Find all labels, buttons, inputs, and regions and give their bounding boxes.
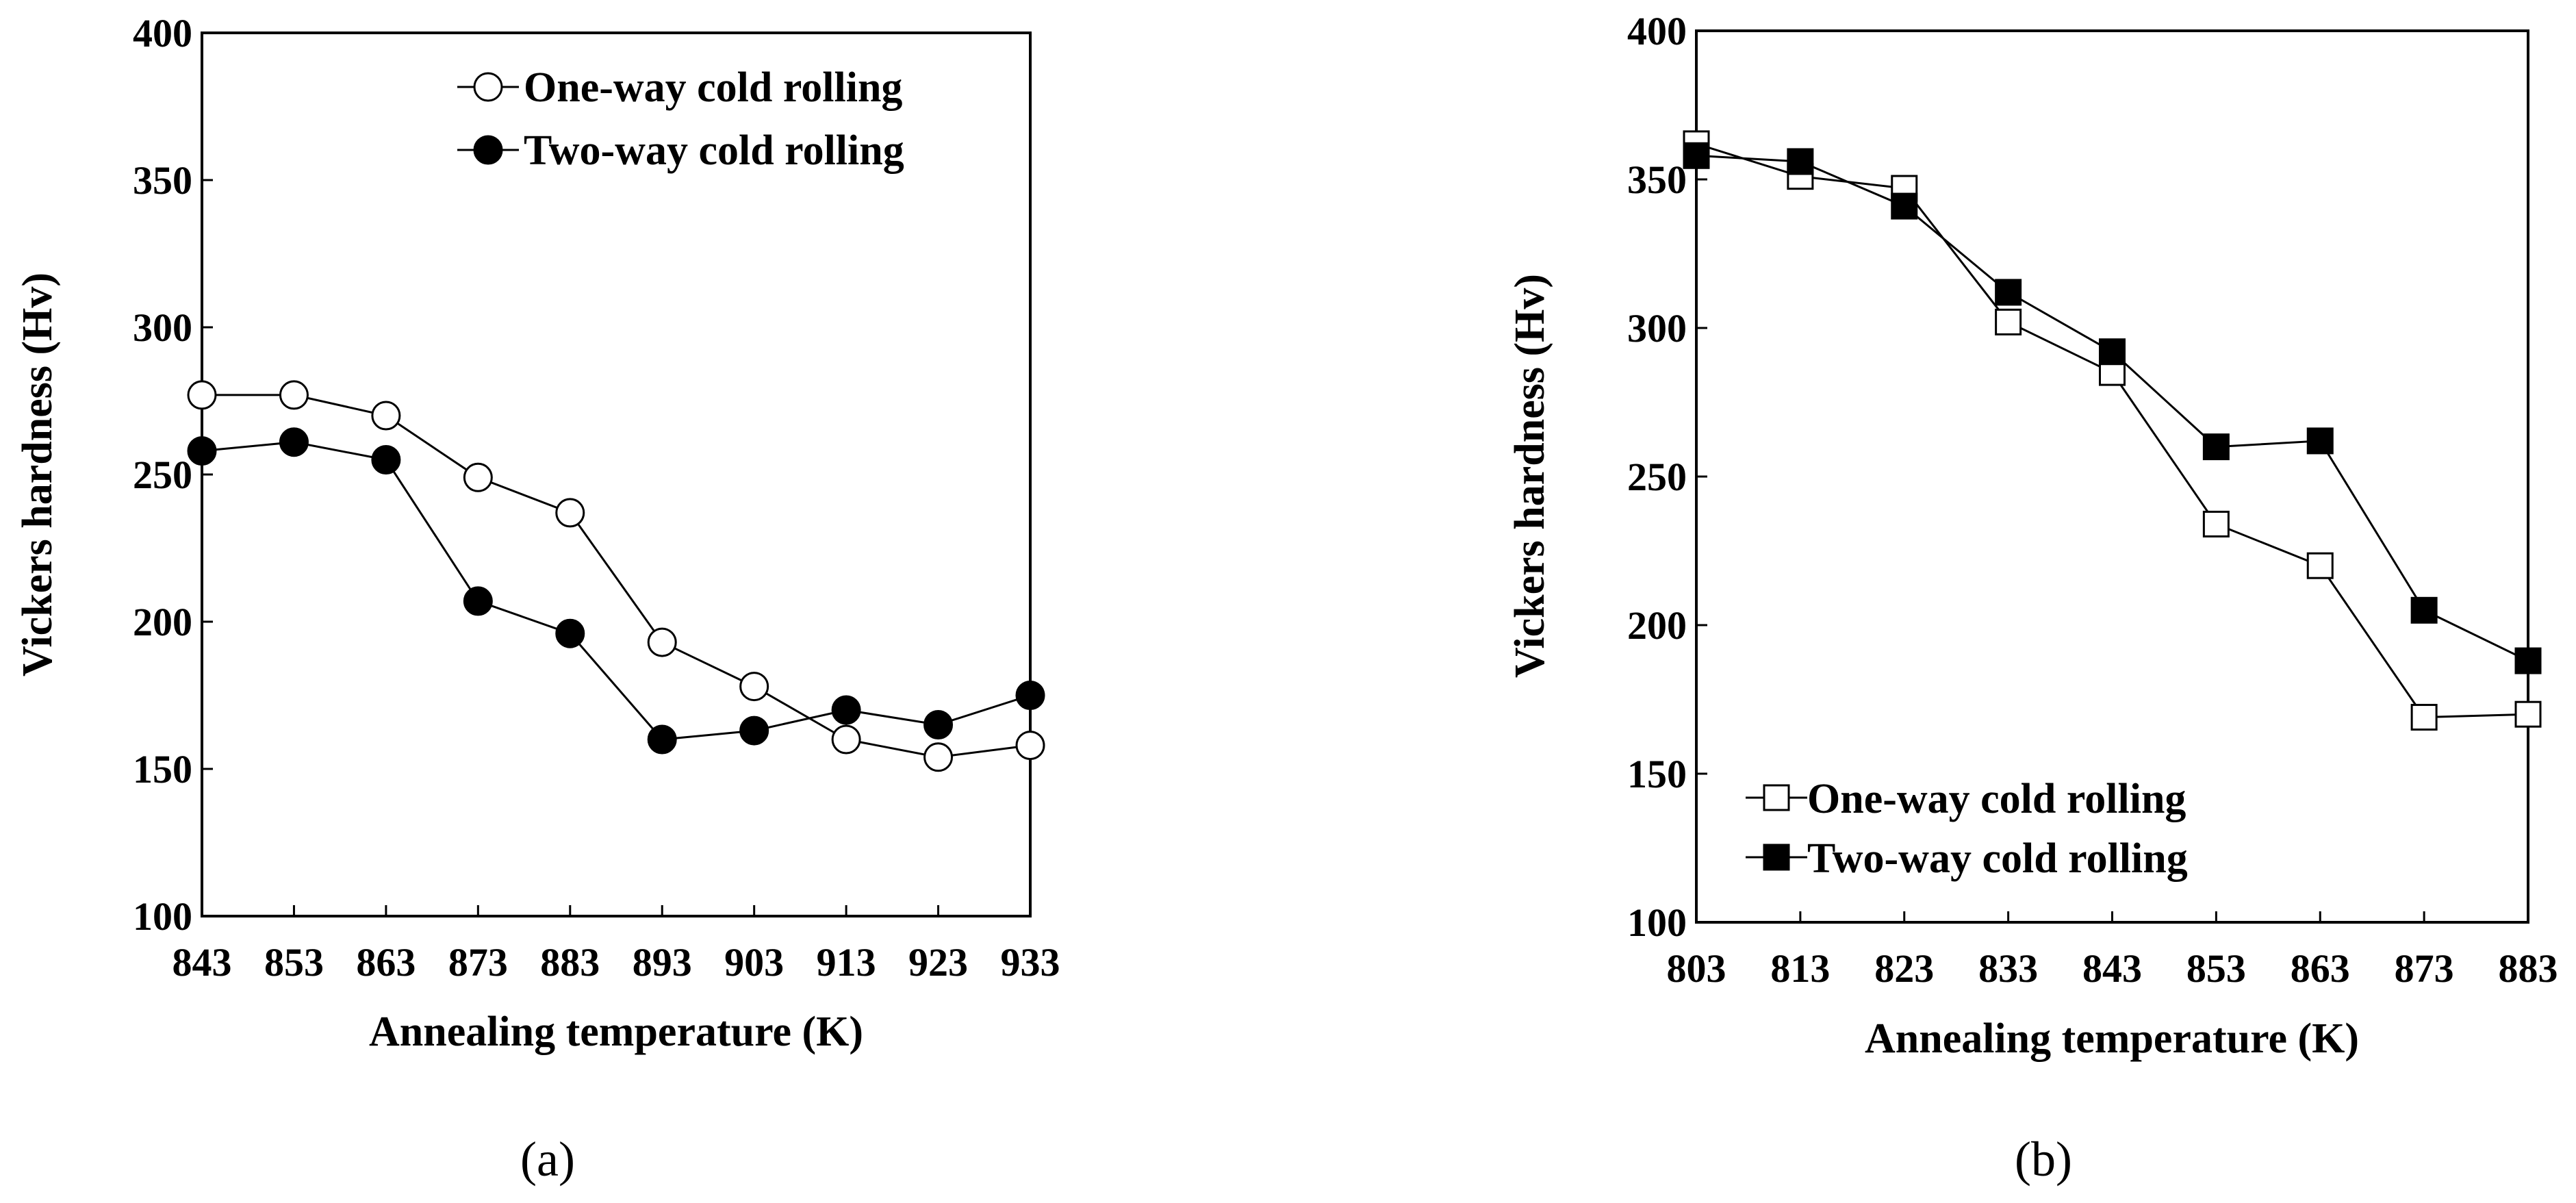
data-point-one-way	[2514, 700, 2542, 728]
legend-label-b-one-way: One-way cold rolling	[1807, 776, 2186, 822]
y-tick-label: 300	[1627, 306, 1687, 351]
panel-a: 100 150 200 250 300 350 400 843 853 863 873 883 893…	[14, 11, 1060, 1187]
data-point-one-way	[831, 724, 861, 755]
legend-label-b-two-way: Two-way cold rolling	[1807, 835, 2188, 882]
data-point-two-way	[647, 724, 677, 755]
x-tick-label: 923	[908, 940, 968, 985]
data-point-one-way	[1015, 731, 1045, 761]
data-point-one-way	[2410, 704, 2438, 731]
data-point-two-way	[2202, 433, 2230, 461]
legend-marker-b-one-way	[1763, 784, 1790, 811]
data-point-one-way	[463, 462, 493, 492]
data-point-one-way	[923, 742, 954, 772]
legend-marker-b-two-way	[1763, 844, 1790, 871]
legend-a: One-way cold rolling Two-way cold rollin…	[457, 64, 904, 174]
data-point-two-way	[463, 586, 493, 616]
legend-marker-a-two-way	[473, 135, 503, 165]
data-point-two-way	[555, 618, 585, 648]
x-tick-label: 863	[2291, 946, 2350, 991]
y-tick-label: 250	[133, 453, 192, 497]
data-point-two-way	[923, 710, 954, 739]
legend-marker-a-one-way	[473, 72, 503, 102]
series-b	[1683, 130, 2542, 731]
data-point-one-way	[555, 498, 585, 528]
legend-label-a-one-way: One-way cold rolling	[524, 64, 902, 111]
data-point-one-way	[187, 380, 217, 410]
data-point-two-way	[187, 436, 217, 466]
x-tick-label: 843	[173, 940, 232, 985]
x-tick-label: 863	[356, 940, 416, 985]
x-tick-label: 893	[633, 940, 692, 985]
y-ticks-b: 100 150 200 250 300 350 400	[1627, 9, 1707, 945]
y-axis-title-b: Vickers hardness (Hv)	[1507, 274, 1553, 678]
x-tick-label: 823	[1874, 946, 1934, 991]
series-line-two-way	[201, 441, 1031, 741]
y-ticks-a: 100 150 200 250 300 350 400	[133, 11, 213, 939]
y-tick-label: 100	[133, 894, 192, 939]
data-point-two-way	[831, 695, 861, 725]
x-ticks-b: 803 813 823 833 843 853 863 873 883	[1667, 911, 2558, 991]
x-tick-label: 883	[2499, 946, 2558, 991]
x-tick-label: 803	[1667, 946, 1726, 991]
series-a	[187, 380, 1045, 772]
y-tick-label: 200	[133, 600, 192, 644]
data-point-two-way	[2410, 596, 2438, 624]
data-point-one-way	[279, 380, 309, 410]
x-tick-label: 903	[724, 940, 784, 985]
x-tick-label: 933	[1001, 940, 1060, 985]
y-tick-label: 350	[1627, 157, 1687, 202]
data-point-one-way	[647, 627, 677, 657]
panel-label-b: (b)	[2015, 1132, 2072, 1187]
x-tick-label: 853	[264, 940, 324, 985]
data-point-two-way	[1995, 279, 2022, 306]
y-tick-label: 150	[1627, 752, 1687, 796]
data-point-two-way	[2514, 647, 2542, 674]
y-tick-label: 400	[133, 11, 192, 55]
data-point-one-way	[739, 672, 769, 702]
legend-label-a-two-way: Two-way cold rolling	[524, 127, 904, 174]
x-axis-title-b: Annealing temperature (K)	[1865, 1015, 2359, 1062]
x-axis-title-a: Annealing temperature (K)	[369, 1009, 863, 1055]
data-point-one-way	[2202, 510, 2230, 537]
panel-label-a: (a)	[520, 1132, 575, 1187]
legend-b: One-way cold rolling Two-way cold rollin…	[1746, 776, 2188, 882]
x-tick-label: 843	[2082, 946, 2142, 991]
x-tick-label: 883	[540, 940, 600, 985]
series-line-one-way	[202, 394, 1031, 759]
y-tick-label: 300	[133, 305, 192, 350]
y-axis-title-a: Vickers hardness (Hv)	[14, 273, 61, 676]
y-tick-label: 400	[1627, 9, 1687, 53]
data-point-two-way	[2099, 338, 2126, 366]
data-point-two-way	[371, 445, 401, 474]
x-tick-label: 853	[2186, 946, 2246, 991]
y-tick-label: 150	[133, 747, 192, 792]
data-point-two-way	[739, 716, 769, 746]
data-point-one-way	[1995, 308, 2022, 335]
data-point-two-way	[1891, 192, 1918, 220]
data-point-one-way	[2306, 552, 2334, 579]
y-tick-label: 350	[133, 158, 192, 203]
y-tick-label: 200	[1627, 603, 1687, 648]
x-tick-label: 913	[817, 940, 876, 985]
x-tick-label: 873	[448, 940, 508, 985]
data-point-two-way	[1015, 681, 1045, 710]
x-tick-label: 813	[1770, 946, 1830, 991]
x-tick-label: 873	[2395, 946, 2454, 991]
data-point-one-way	[371, 401, 401, 431]
y-tick-label: 100	[1627, 900, 1687, 945]
data-point-two-way	[1787, 148, 1814, 175]
data-point-two-way	[279, 427, 309, 457]
data-point-two-way	[2306, 427, 2334, 455]
x-ticks-a: 843 853 863 873 883 893 903 913 923 933	[173, 905, 1060, 985]
data-point-two-way	[1683, 142, 1710, 169]
panel-b: 100 150 200 250 300 350 400 803 813 823 833 843 853…	[1507, 9, 2558, 1187]
y-tick-label: 250	[1627, 455, 1687, 499]
x-tick-label: 833	[1978, 946, 2038, 991]
